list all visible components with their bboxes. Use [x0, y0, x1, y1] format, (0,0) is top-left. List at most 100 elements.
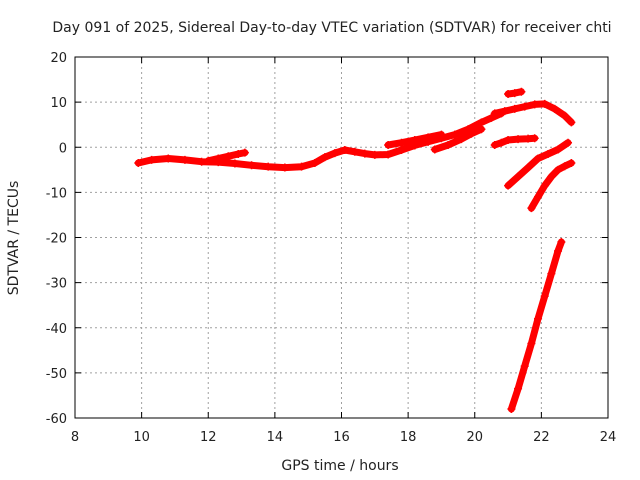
data-point: [547, 269, 556, 278]
x-tick-label: 12: [200, 430, 217, 445]
data-point: [514, 172, 523, 181]
x-tick-label: 24: [600, 430, 617, 445]
data-point: [204, 156, 213, 165]
data-point: [567, 118, 576, 127]
data-point: [437, 130, 446, 139]
data-point: [564, 138, 573, 147]
data-point: [534, 154, 543, 163]
x-tick-label: 14: [267, 430, 284, 445]
series-right-arc-2: [527, 159, 576, 213]
data-point: [164, 154, 173, 163]
data-point: [540, 292, 549, 301]
data-point: [134, 159, 143, 168]
data-point: [310, 159, 319, 168]
data-point: [527, 339, 536, 348]
data-point: [540, 181, 549, 190]
data-point: [320, 153, 329, 162]
x-tick-label: 18: [400, 430, 417, 445]
data-point: [534, 314, 543, 323]
data-point: [514, 384, 523, 393]
x-ticks: 8 10 12 14 16 18 20 22 24: [71, 57, 616, 445]
data-point: [544, 150, 553, 159]
data-point: [507, 404, 516, 413]
data-point: [230, 159, 239, 168]
y-tick-label: -10: [46, 186, 67, 201]
series-branch-19h: [430, 125, 486, 154]
data-point: [500, 107, 509, 116]
data-point: [384, 140, 393, 149]
data-point: [477, 125, 486, 134]
y-tick-label: -20: [46, 232, 67, 247]
data-point: [497, 138, 506, 147]
series-branch-12h: [204, 148, 249, 165]
data-point: [384, 150, 393, 159]
data-point: [560, 111, 569, 120]
data-point: [554, 165, 563, 174]
data-point: [147, 155, 156, 164]
data-point: [360, 149, 369, 158]
data-point: [180, 155, 189, 164]
data-point: [557, 238, 566, 247]
data-point: [530, 134, 539, 143]
data-point: [554, 247, 563, 256]
chart-title: Day 091 of 2025, Sidereal Day-to-day VTE…: [52, 20, 611, 36]
x-tick-label: 8: [71, 430, 79, 445]
data-point: [487, 113, 496, 122]
data-point: [397, 145, 406, 154]
grid: [75, 57, 608, 418]
data-point: [504, 136, 513, 145]
y-tick-label: 20: [50, 51, 67, 66]
series-branch-18h: [384, 130, 446, 149]
data-point: [280, 163, 289, 172]
data-point: [560, 162, 569, 171]
data-point: [550, 104, 559, 113]
data-point: [224, 152, 233, 161]
data-point: [214, 154, 223, 163]
data-point: [457, 135, 466, 144]
series-short-segment-12: [504, 87, 526, 99]
y-axis-label: SDTVAR / TECUs: [6, 181, 22, 296]
series-short-segment-2: [490, 134, 539, 149]
data-point: [510, 89, 519, 98]
data-point: [197, 157, 206, 166]
series-right-arc-1: [504, 138, 573, 190]
x-tick-label: 20: [466, 430, 483, 445]
y-tick-label: -50: [46, 367, 67, 382]
data-point: [517, 87, 526, 96]
y-tick-label: -40: [46, 322, 67, 337]
data-point: [477, 118, 486, 127]
y-tick-label: -30: [46, 277, 67, 292]
data-point: [567, 159, 576, 168]
data-point: [547, 172, 556, 181]
data-point: [240, 148, 249, 157]
data-marks: [134, 87, 576, 413]
data-point: [530, 100, 539, 109]
data-point: [467, 129, 476, 138]
y-tick-label: 10: [50, 96, 67, 111]
data-point: [510, 104, 519, 113]
data-point: [450, 130, 459, 139]
data-point: [534, 192, 543, 201]
data-point: [430, 145, 439, 154]
x-tick-label: 22: [533, 430, 550, 445]
x-tick-label: 10: [133, 430, 150, 445]
data-point: [247, 161, 256, 170]
data-point: [397, 138, 406, 147]
x-tick-label: 16: [333, 430, 350, 445]
data-point: [524, 163, 533, 172]
data-point: [424, 133, 433, 142]
y-ticks: -60 -50 -40 -30 -20 -10 0 10 20: [46, 51, 608, 427]
y-tick-label: 0: [59, 141, 67, 156]
series-top-arc: [490, 99, 576, 127]
data-point: [490, 109, 499, 118]
data-point: [264, 162, 273, 171]
data-point: [554, 145, 563, 154]
data-point: [297, 162, 306, 171]
data-point: [490, 140, 499, 149]
data-point: [514, 135, 523, 144]
data-point: [504, 90, 513, 99]
x-axis-label: GPS time / hours: [281, 458, 398, 474]
data-point: [370, 150, 379, 159]
